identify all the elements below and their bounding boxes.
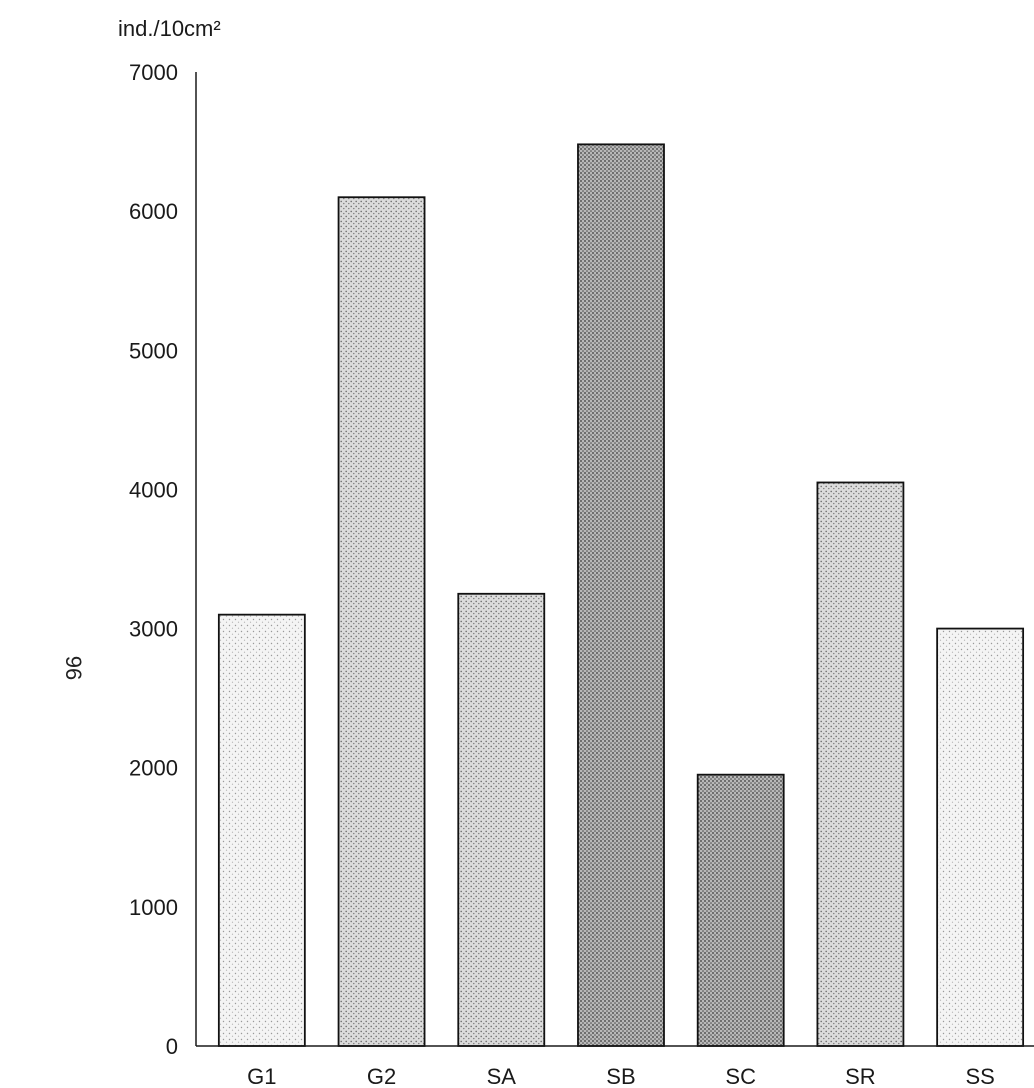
x-tick-label: G1	[247, 1064, 276, 1088]
y-axis-unit-label: ind./10cm²	[118, 16, 221, 41]
x-tick-label: SR	[845, 1064, 876, 1088]
bar-g1	[217, 613, 306, 1047]
y-tick-label: 6000	[129, 199, 178, 224]
y-tick-label: 5000	[129, 338, 178, 363]
y-tick-label: 7000	[129, 60, 178, 85]
bar-sr	[816, 481, 905, 1047]
x-tick-label: SS	[965, 1064, 994, 1088]
bar-sc	[696, 773, 785, 1047]
x-tick-label: SA	[487, 1064, 517, 1088]
y-tick-label: 2000	[129, 756, 178, 781]
bar-ss	[936, 627, 1025, 1047]
y-tick-label: 3000	[129, 617, 178, 642]
x-tick-label: G2	[367, 1064, 396, 1088]
x-tick-label: SC	[725, 1064, 756, 1088]
bar-sa	[457, 592, 546, 1047]
y-tick-label: 0	[166, 1034, 178, 1059]
x-tick-label: SB	[606, 1064, 635, 1088]
y-axis-ticks: 0 1000 2000 3000 4000 5000 6000 7000	[129, 60, 178, 1059]
y-tick-label: 1000	[129, 895, 178, 920]
x-axis-ticks: G1 G2 SA SB SC SR SS	[247, 1064, 995, 1088]
bar-sb	[577, 143, 665, 1047]
bar-g2	[337, 196, 426, 1047]
y-tick-label: 4000	[129, 477, 178, 502]
page-number: 96	[61, 656, 86, 680]
bars-group	[217, 143, 1025, 1047]
